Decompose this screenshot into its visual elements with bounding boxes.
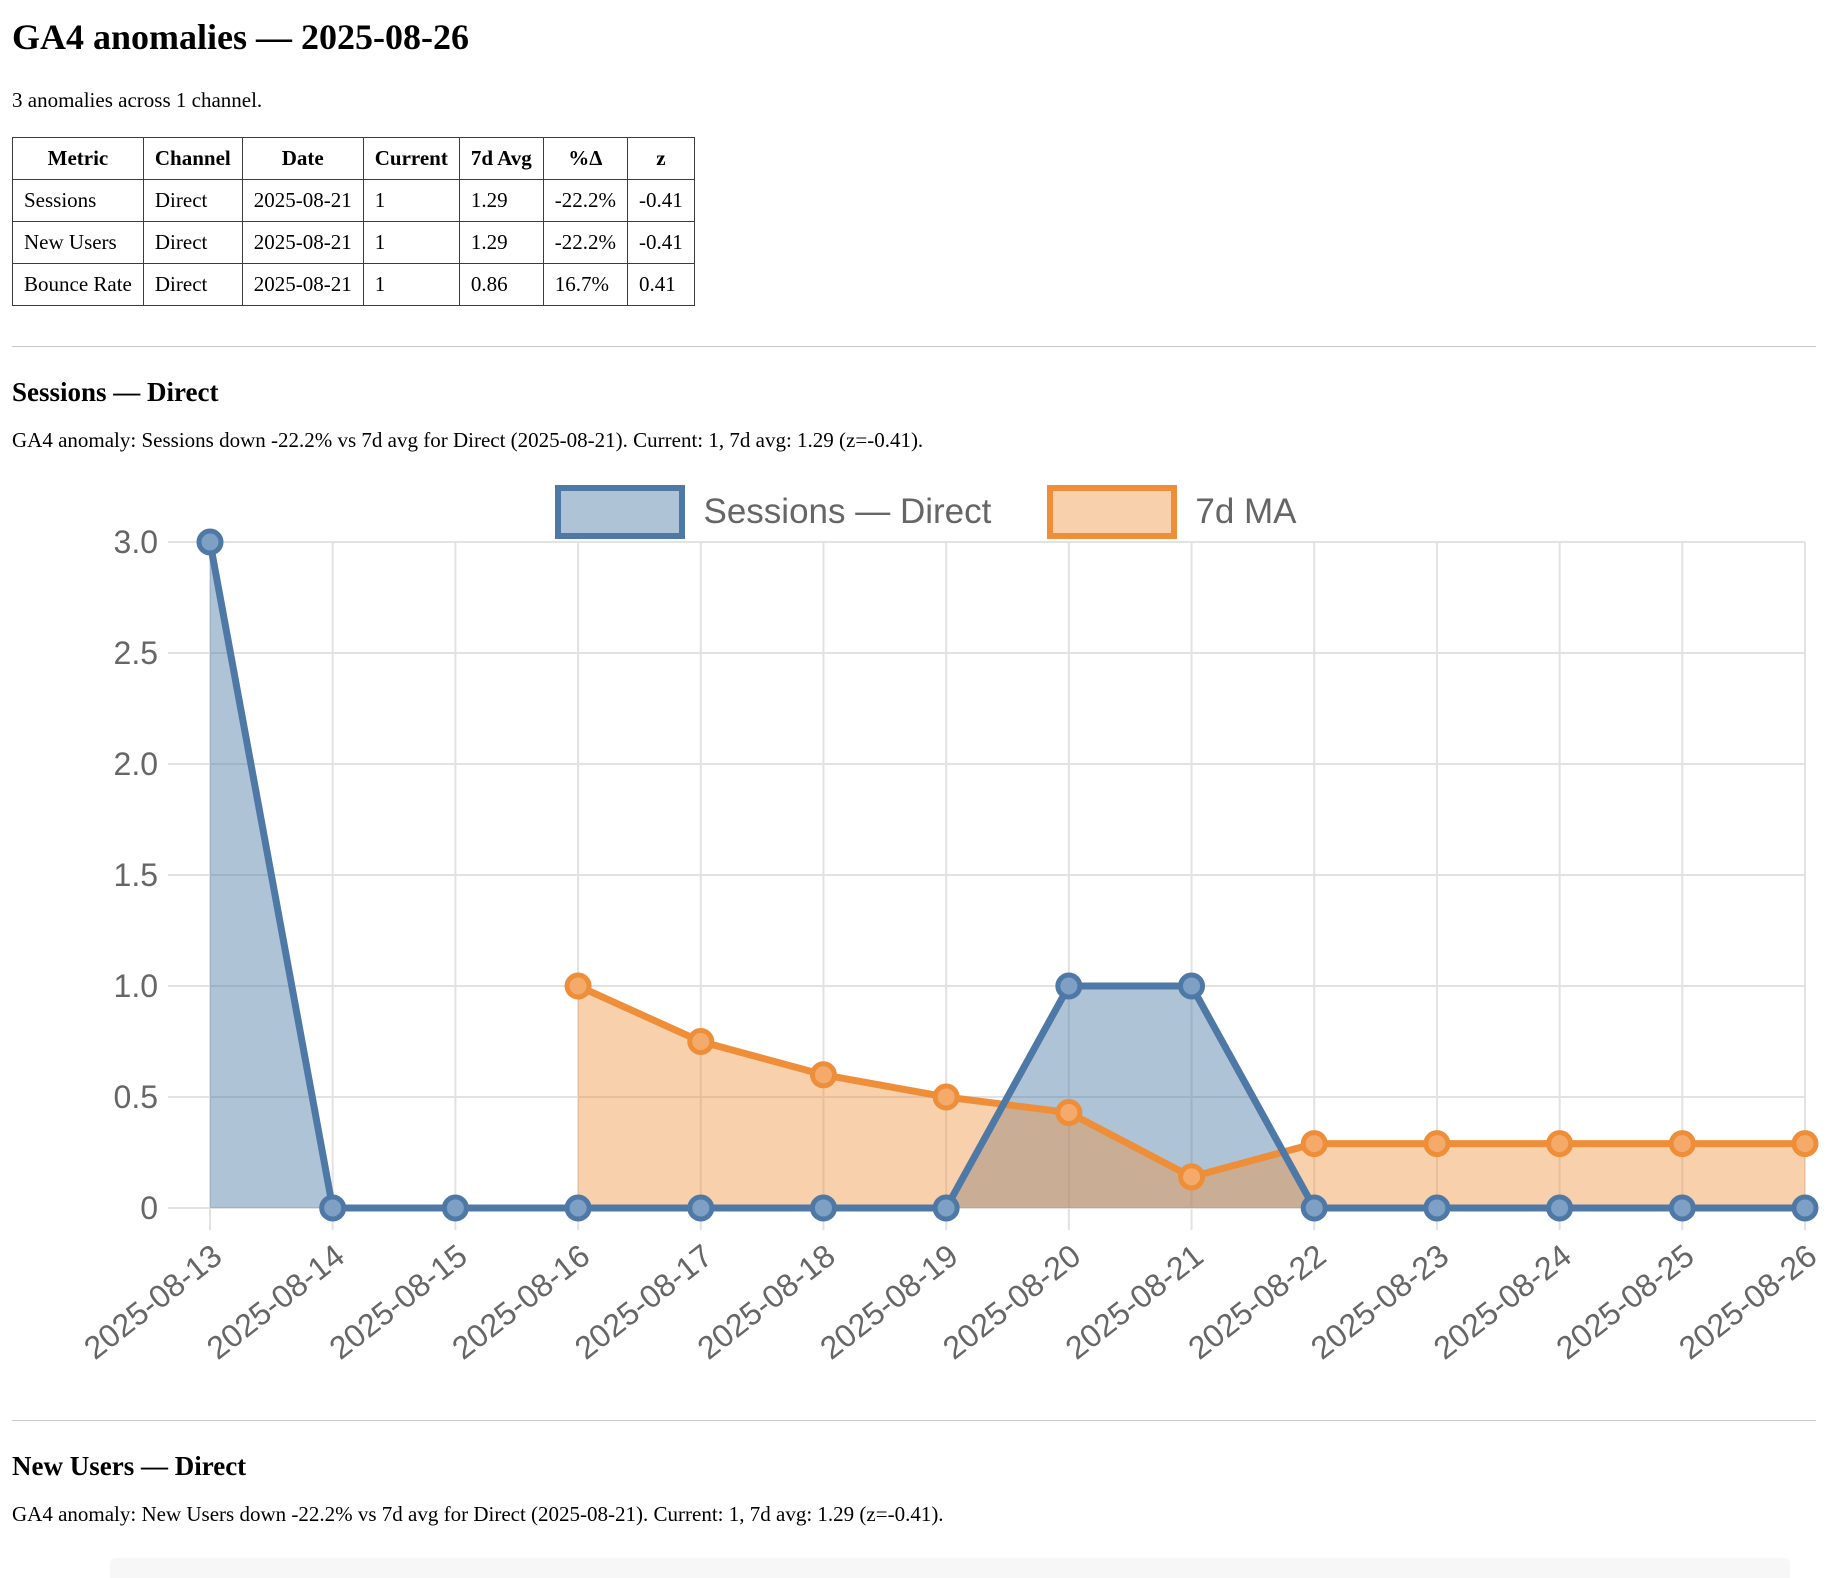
svg-text:2.5: 2.5 (114, 635, 158, 671)
table-cell: 1.29 (458, 179, 544, 222)
table-cell: Direct (142, 179, 243, 222)
svg-text:1.0: 1.0 (114, 968, 158, 1004)
table-cell: -22.2% (542, 221, 629, 264)
svg-text:1.5: 1.5 (114, 857, 158, 893)
col-header: z (627, 137, 695, 180)
col-header: 7d Avg (458, 137, 544, 180)
legend-label-7dma: 7d MA (1195, 492, 1297, 531)
col-header: Metric (12, 137, 144, 180)
next-chart-top-edge (110, 1558, 1790, 1578)
table-cell: 1 (362, 221, 460, 264)
section-heading-new-users: New Users — Direct (12, 1451, 247, 1481)
table-cell: Direct (142, 263, 243, 306)
table-cell: 2025-08-21 (241, 221, 364, 264)
table-cell: 1 (362, 179, 460, 222)
svg-text:0: 0 (140, 1190, 158, 1226)
table-cell: 0.86 (458, 263, 544, 306)
table-row: Bounce Rate Direct 2025-08-21 1 0.86 16.7% 0.4… (12, 263, 695, 306)
table-cell: 0.41 (627, 263, 695, 306)
sessions-direct-chart: 0 0.5 1.0 1.5 2.0 2.5 3.0 2025-08-13 2025-08-14 2… (12, 465, 1828, 1380)
anomaly-note-sessions: GA4 anomaly: Sessions down -22.2% vs 7d … (12, 428, 924, 452)
legend-label-sessions: Sessions — Direct (703, 492, 992, 531)
table-cell: 1 (362, 263, 460, 306)
anomalies-table: Metric Channel Date Current 7d Avg %Δ z Sessio… (12, 137, 695, 306)
table-row: Sessions Direct 2025-08-21 1 1.29 -22.2% -0.41 (12, 179, 695, 222)
svg-text:2.0: 2.0 (114, 746, 158, 782)
anomalies-table-header: Metric Channel Date Current 7d Avg %Δ z (12, 137, 695, 180)
table-cell: New Users (12, 221, 144, 264)
svg-text:3.0: 3.0 (114, 524, 158, 560)
table-cell: 1.29 (458, 221, 544, 264)
table-cell: 2025-08-21 (241, 263, 364, 306)
table-cell: 16.7% (542, 263, 629, 306)
legend-entry-7dma: 7d MA (1047, 485, 1297, 539)
col-header: Current (362, 137, 460, 180)
divider (12, 346, 1816, 347)
summary-text: 3 anomalies across 1 channel. (12, 88, 263, 112)
report-title: GA4 anomalies — 2025-08-26 (12, 17, 469, 57)
anomaly-note-new-users: GA4 anomaly: New Users down -22.2% vs 7d… (12, 1502, 944, 1526)
chart-canvas: 00.51.01.52.02.53.02025-08-132025-08-142… (77, 524, 1823, 1366)
legend-swatch-7dma (1047, 485, 1178, 539)
legend-entry-sessions: Sessions — Direct (555, 485, 991, 539)
col-header: Date (241, 137, 364, 180)
col-header: Channel (142, 137, 243, 180)
svg-text:0.5: 0.5 (114, 1079, 158, 1115)
table-row: New Users Direct 2025-08-21 1 1.29 -22.2% -0.4… (12, 221, 695, 264)
table-cell: Sessions (12, 179, 144, 222)
section-heading-sessions: Sessions — Direct (12, 377, 219, 407)
table-cell: 2025-08-21 (241, 179, 364, 222)
table-cell: -0.41 (627, 221, 695, 264)
table-cell: Direct (142, 221, 243, 264)
col-header: %Δ (542, 137, 629, 180)
table-cell: -0.41 (627, 179, 695, 222)
chart-legend: Sessions — Direct 7d MA (12, 485, 1828, 539)
svg-text:2025-08-26: 2025-08-26 (1672, 1237, 1823, 1366)
legend-swatch-sessions (555, 485, 686, 539)
table-cell: Bounce Rate (12, 263, 144, 306)
table-cell: -22.2% (542, 179, 629, 222)
divider (12, 1420, 1816, 1421)
